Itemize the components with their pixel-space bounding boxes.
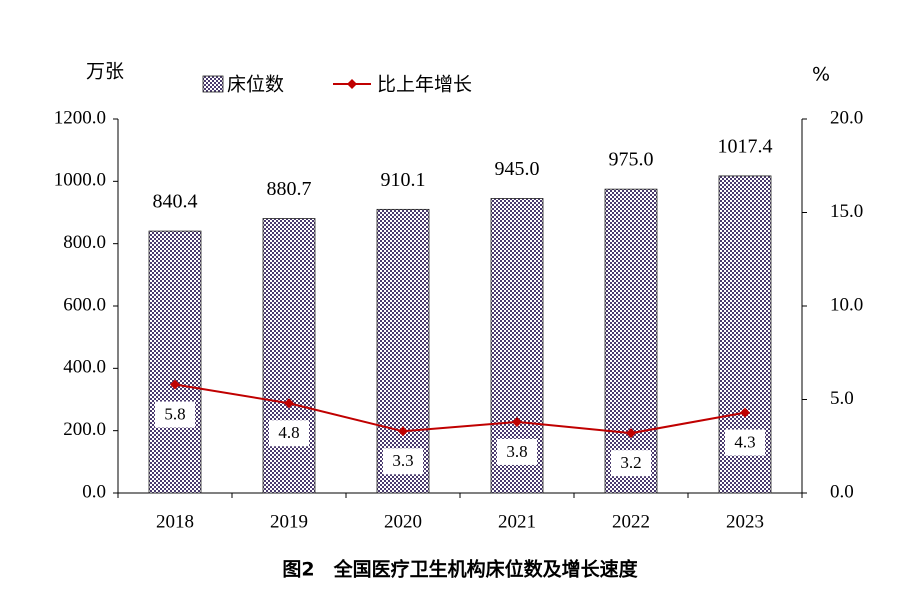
x-tick-label: 2019 — [270, 511, 308, 532]
line-label-box — [725, 429, 765, 456]
line-label-box — [269, 420, 309, 447]
line-value-label: 3.8 — [506, 442, 527, 461]
line-value-label: 3.2 — [620, 453, 641, 472]
chart-title: 图2 全国医疗卫生机构床位数及增长速度 — [282, 558, 638, 581]
line-label-box — [383, 448, 423, 475]
y2-tick-label: 20.0 — [830, 107, 863, 128]
y-tick-label: 600.0 — [63, 294, 106, 315]
line-value-label: 3.3 — [392, 451, 413, 470]
line-marker — [398, 426, 408, 437]
bar — [604, 188, 658, 494]
y2-tick-label: 15.0 — [830, 201, 863, 222]
x-tick-label: 2018 — [156, 511, 194, 532]
y-tick-label: 800.0 — [63, 232, 106, 253]
line-label-box — [611, 450, 651, 477]
line-label-box — [497, 438, 537, 465]
line-value-label: 5.8 — [164, 404, 185, 423]
y-tick-label: 1000.0 — [54, 170, 106, 191]
legend-marker — [347, 79, 357, 89]
x-tick-label: 2020 — [384, 511, 422, 532]
line-label-box — [155, 401, 195, 428]
bar-value-label: 880.7 — [267, 178, 312, 200]
line-marker — [170, 379, 180, 390]
bar-value-label: 840.4 — [153, 191, 198, 213]
y-tick-label: 200.0 — [63, 419, 106, 440]
x-tick-label: 2021 — [498, 511, 536, 532]
y-tick-label: 1200.0 — [54, 107, 106, 128]
line-value-label: 4.3 — [734, 432, 755, 451]
y-axis-unit: 万张 — [86, 61, 124, 83]
bar — [262, 218, 316, 494]
bar-value-label: 910.1 — [381, 169, 426, 191]
y2-axis-unit: % — [812, 64, 830, 86]
line-marker — [626, 428, 636, 439]
bar — [376, 208, 430, 494]
line-marker — [512, 416, 522, 427]
x-tick-label: 2022 — [612, 511, 650, 532]
bar-value-label: 975.0 — [609, 149, 654, 171]
legend-label: 比上年增长 — [377, 74, 472, 96]
bar-value-label: 1017.4 — [718, 136, 773, 158]
line-value-label: 4.8 — [278, 423, 299, 442]
bar — [148, 230, 202, 494]
bar-value-label: 945.0 — [495, 158, 540, 180]
growth-line — [174, 383, 746, 435]
y-tick-label: 400.0 — [63, 357, 106, 378]
line-marker — [740, 407, 750, 418]
line-marker — [284, 398, 294, 409]
x-tick-label: 2023 — [726, 511, 764, 532]
y-tick-label: 0.0 — [82, 481, 106, 502]
y2-tick-label: 0.0 — [830, 481, 854, 502]
y2-tick-label: 5.0 — [830, 388, 854, 409]
legend-label: 床位数 — [227, 74, 284, 96]
y2-tick-label: 10.0 — [830, 294, 863, 315]
legend-swatch — [202, 75, 224, 93]
